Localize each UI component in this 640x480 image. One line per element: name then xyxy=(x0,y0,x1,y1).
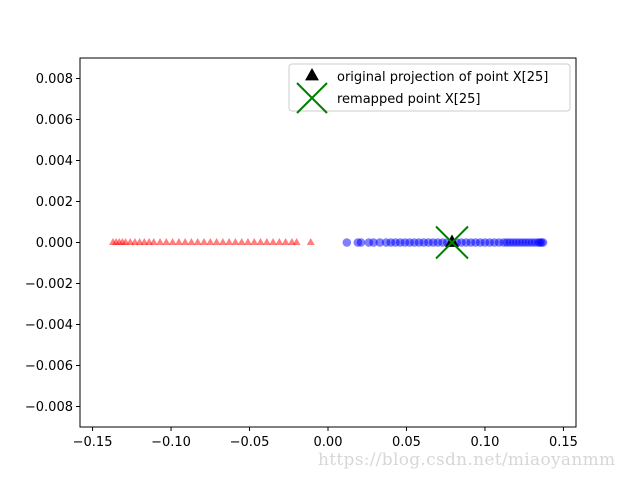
y-tick-label: 0.002 xyxy=(36,195,73,210)
class0-point xyxy=(181,238,190,245)
y-tick-label: −0.008 xyxy=(25,400,73,415)
legend-x-stroke xyxy=(296,82,328,114)
class1-point xyxy=(538,238,548,247)
class0-point xyxy=(275,238,284,245)
class0-point xyxy=(225,238,234,245)
x-tick-label: 0.05 xyxy=(392,435,421,450)
x-tick-label: −0.05 xyxy=(230,435,270,450)
y-axis: 0.008 0.006 0.004 0.002 0.000 −0.002 −0.004 −0.… xyxy=(25,72,80,415)
x-tick-label: 0.00 xyxy=(314,435,343,450)
class0-point xyxy=(292,238,301,245)
class0-point xyxy=(262,238,271,245)
legend-box xyxy=(288,63,571,112)
class0-point xyxy=(237,238,246,245)
x-axis: −0.15 −0.10 −0.05 0.00 0.05 0.10 0.15 xyxy=(73,427,578,450)
class0-point xyxy=(244,238,252,245)
class0-point xyxy=(281,238,290,245)
x-tick-label: −0.10 xyxy=(151,435,191,450)
y-tick-label: 0.004 xyxy=(36,154,73,169)
class0-point xyxy=(256,238,265,245)
y-tick-label: −0.004 xyxy=(25,318,73,333)
class0-point xyxy=(250,238,259,245)
class0-point xyxy=(174,238,183,245)
y-tick-label: 0.008 xyxy=(36,72,73,87)
class0-point xyxy=(306,238,315,245)
class0-point xyxy=(193,238,202,245)
class0-point xyxy=(156,238,164,245)
remapped-x-stroke xyxy=(435,225,469,260)
legend-triangle-icon xyxy=(305,68,319,81)
legend: original projection of point X[25] remapp… xyxy=(288,63,571,114)
class1-point xyxy=(375,238,385,247)
class0-point xyxy=(218,238,227,245)
class0-point xyxy=(187,238,196,245)
x-tick-label: 0.15 xyxy=(549,435,578,450)
class1-point xyxy=(356,238,366,247)
x-tick-label: −0.15 xyxy=(73,435,113,450)
y-tick-label: −0.006 xyxy=(25,359,73,374)
class0-point xyxy=(212,238,221,245)
legend-label: remapped point X[25] xyxy=(337,92,480,107)
class1-point xyxy=(369,238,378,247)
legend-label: original projection of point X[25] xyxy=(337,70,548,85)
class0-point xyxy=(231,238,240,245)
original-projection-marker xyxy=(445,234,459,247)
y-tick-label: 0.000 xyxy=(36,236,73,251)
class1-point xyxy=(342,238,352,247)
class0-point xyxy=(168,238,177,245)
legend-x-icon xyxy=(296,82,328,114)
class0-point xyxy=(200,238,208,245)
remapped-point-marker xyxy=(435,225,469,260)
class0-point xyxy=(149,238,158,245)
class0-point xyxy=(162,238,171,245)
y-tick-label: 0.006 xyxy=(36,113,73,128)
class0-point xyxy=(206,238,215,245)
class0-point xyxy=(269,238,277,245)
watermark-text: https://blog.csdn.net/miaoyanmm xyxy=(318,450,616,470)
plot-marks xyxy=(109,225,548,260)
y-tick-label: −0.002 xyxy=(25,277,73,292)
x-tick-label: 0.10 xyxy=(470,435,499,450)
